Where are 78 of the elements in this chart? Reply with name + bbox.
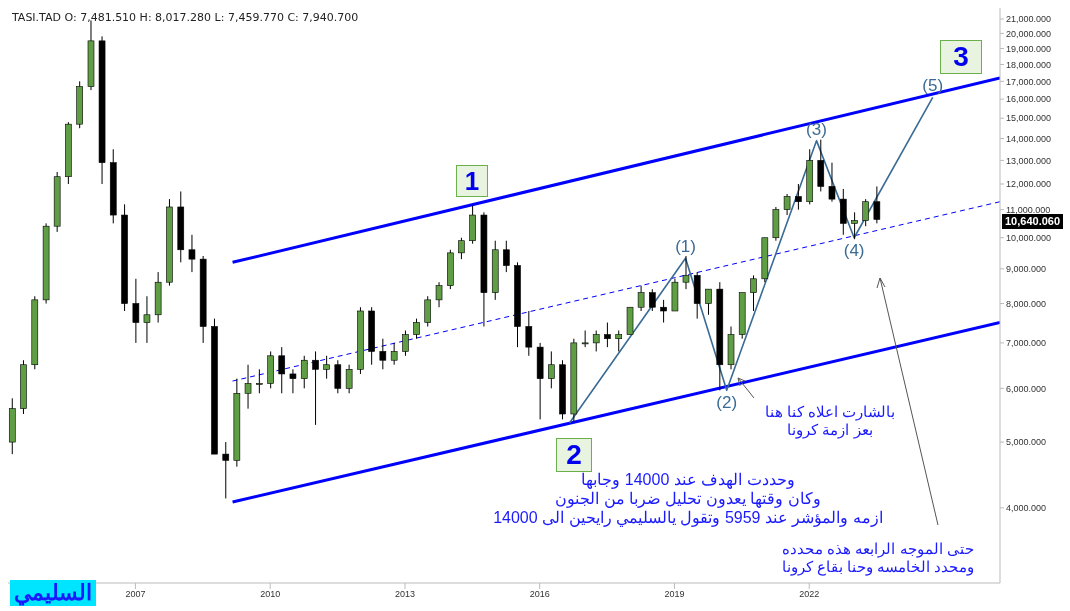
y-tick-label: 15,000.000 <box>1006 113 1052 124</box>
annotation: بالشارت اعلاه كنا هنا بعز ازمة كرونا <box>763 403 897 439</box>
candlestick <box>402 330 409 357</box>
annotation: (2) <box>716 393 738 413</box>
candlestick <box>660 299 667 324</box>
text: 10,640.060 <box>1002 214 1064 230</box>
x-tick-label: 2010 <box>260 589 281 600</box>
candlestick <box>604 322 611 348</box>
y-tick-label: 19,000.000 <box>1006 43 1052 54</box>
candlestick <box>795 183 802 211</box>
candlestick <box>312 350 319 426</box>
line-series <box>568 96 934 424</box>
candlestick <box>278 346 286 394</box>
candlestick <box>548 350 555 389</box>
candlestick <box>334 359 342 394</box>
candlestick <box>862 198 869 227</box>
candlestick <box>637 285 645 312</box>
candlestick <box>648 288 656 312</box>
annotation: 1 <box>456 165 488 197</box>
annotation: 3 <box>940 40 982 74</box>
annotation: حتى الموجه الرابعه هذه محدده ومحدد الخامسه وحنا بقاع كرونا <box>780 540 976 576</box>
x-tick-label: 2019 <box>664 589 685 600</box>
candlestick <box>592 330 600 352</box>
candlestick <box>458 237 465 260</box>
candlestick <box>435 281 443 308</box>
annotation: (1) <box>675 237 696 257</box>
annotation: السليمي <box>10 580 96 607</box>
annotation: TASI.TAD O: 7,481.510 H: 8,017.280 L: 7,459.770 C: 7,940.700 <box>12 11 359 25</box>
x-tick-label: 2013 <box>394 589 416 600</box>
x-tick-label: 2007 <box>125 589 146 600</box>
annotation: (4) <box>843 240 865 260</box>
candlestick <box>379 338 387 370</box>
y-tick-label: 14,000.000 <box>1006 133 1052 144</box>
y-tick-label: 16,000.000 <box>1006 94 1052 105</box>
y-tick-label: 5,000.000 <box>1006 437 1047 448</box>
candlestick <box>424 295 432 328</box>
candlestick <box>873 185 881 224</box>
candlestick <box>413 318 420 340</box>
y-tick-label: 9,000.000 <box>1006 264 1047 274</box>
candlestick <box>132 278 140 344</box>
y-tick-label: 12,000.000 <box>1006 179 1052 190</box>
candlestick <box>345 364 353 394</box>
y-tick-label: 11,000.000 <box>1006 204 1051 215</box>
candlestick <box>390 342 398 366</box>
y-tick-label: 21,000.000 <box>1006 14 1052 25</box>
y-tick-label: 6,000.000 <box>1006 383 1047 394</box>
candlestick <box>503 240 510 273</box>
candlestick <box>615 330 623 352</box>
y-tick-label: 18,000.000 <box>1006 59 1052 70</box>
x-tick-label: 2016 <box>529 589 550 600</box>
y-tick-label: 10,000.000 <box>1006 232 1052 243</box>
y-tick-label: 20,000.000 <box>1006 28 1052 39</box>
candlestick <box>222 441 230 499</box>
y-tick-label: 8,000.000 <box>1006 298 1047 309</box>
candlestick <box>828 162 836 203</box>
candlestick <box>682 255 690 290</box>
annotation: (5) <box>922 76 944 96</box>
candlestick <box>244 364 252 410</box>
candlestick <box>256 368 263 394</box>
candlestick <box>188 234 196 273</box>
candlestick <box>289 368 297 394</box>
y-tick-label: 4,000.000 <box>1006 503 1047 514</box>
annotation: 2 <box>556 438 592 472</box>
candlestick <box>300 355 308 389</box>
annotation: (3) <box>806 119 827 139</box>
y-tick-label: 13,000.000 <box>1006 155 1052 166</box>
candlestick <box>750 274 757 312</box>
candlestick <box>851 211 858 240</box>
candlestick <box>525 310 533 357</box>
candlestick <box>783 193 791 216</box>
x-tick-label: 2022 <box>799 589 820 600</box>
candlestick <box>143 295 151 344</box>
y-tick-label: 17,000.000 <box>1006 76 1052 87</box>
candlestick <box>323 355 330 380</box>
candlestick <box>581 330 589 348</box>
candlestick <box>705 288 712 316</box>
y-tick-label: 7,000.000 <box>1006 338 1047 349</box>
annotation: وحددت الهدف عند 14000 وجابها وكان وقتها يعدون تحليل ضربا من الجنون ازمه والمؤشر عند 5959 وتقول يالسليمي رايحين الى 14000 <box>492 470 884 528</box>
